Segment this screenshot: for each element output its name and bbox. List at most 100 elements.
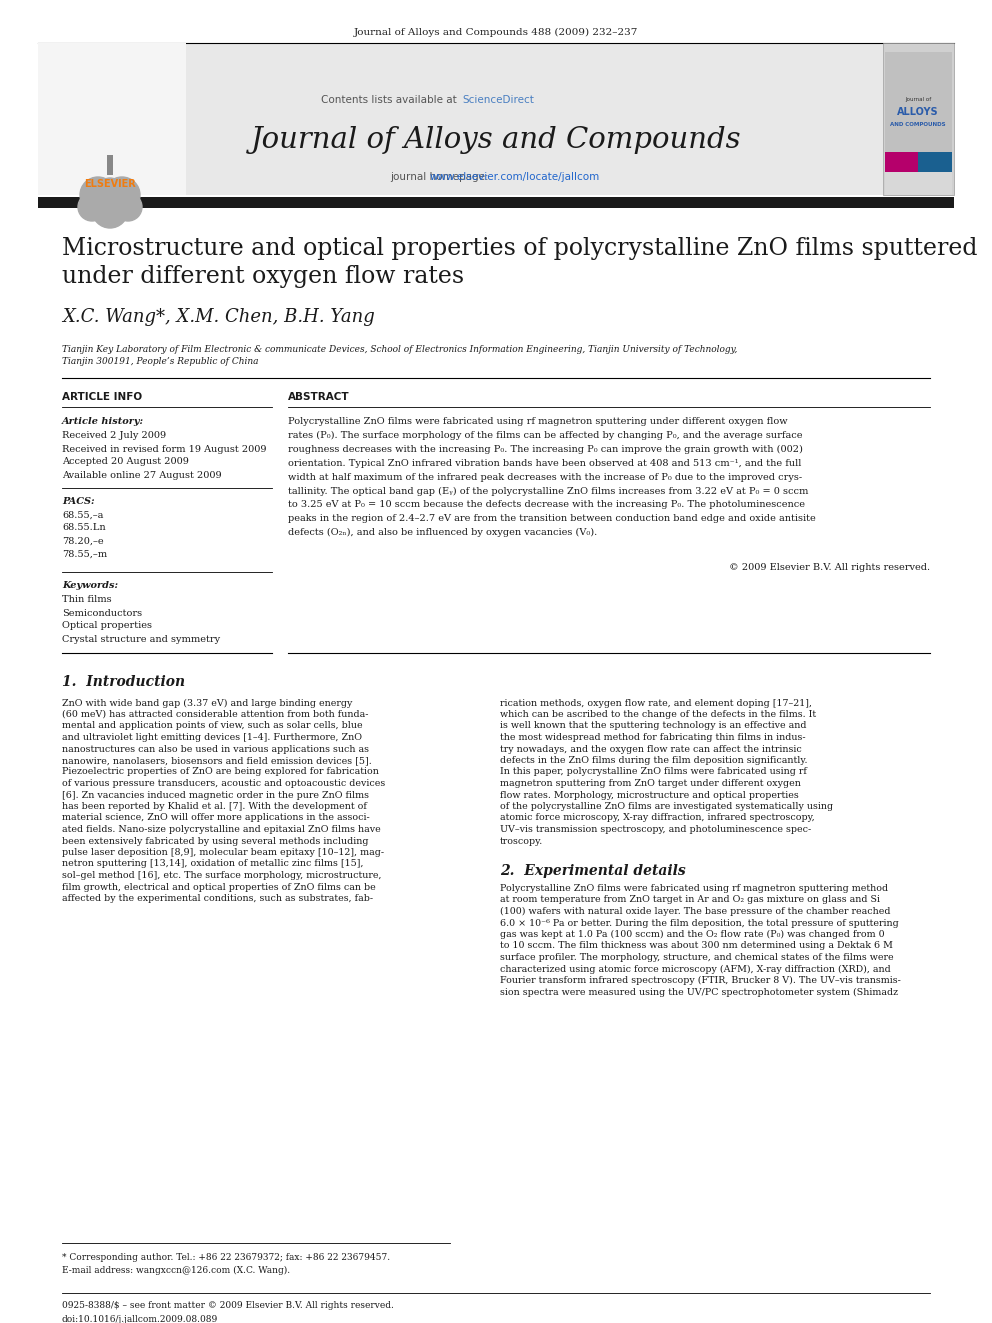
Text: Contents lists available at: Contents lists available at — [321, 95, 460, 105]
Text: to 10 sccm. The film thickness was about 300 nm determined using a Dektak 6 M: to 10 sccm. The film thickness was about… — [500, 942, 893, 950]
Text: journal homepage:: journal homepage: — [390, 172, 492, 183]
Text: ZnO with wide band gap (3.37 eV) and large binding energy: ZnO with wide band gap (3.37 eV) and lar… — [62, 699, 352, 708]
Text: Optical properties: Optical properties — [62, 622, 152, 631]
Text: Article history:: Article history: — [62, 418, 144, 426]
Text: Tianjin 300191, People’s Republic of China: Tianjin 300191, People’s Republic of Chi… — [62, 357, 259, 366]
Bar — [918, 152, 952, 172]
Text: try nowadays, and the oxygen flow rate can affect the intrinsic: try nowadays, and the oxygen flow rate c… — [500, 745, 802, 754]
Text: material science, ZnO will offer more applications in the associ-: material science, ZnO will offer more ap… — [62, 814, 370, 823]
Text: ALLOYS: ALLOYS — [897, 107, 938, 116]
Text: flow rates. Morphology, microstructure and optical properties: flow rates. Morphology, microstructure a… — [500, 791, 799, 799]
Text: width at half maximum of the infrared peak decreases with the increase of P₀ due: width at half maximum of the infrared pe… — [288, 472, 803, 482]
Text: (100) wafers with natural oxide layer. The base pressure of the chamber reached: (100) wafers with natural oxide layer. T… — [500, 908, 891, 916]
Text: PACS:: PACS: — [62, 497, 94, 507]
Text: ELSEVIER: ELSEVIER — [84, 179, 136, 189]
Text: www.elsevier.com/locate/jallcom: www.elsevier.com/locate/jallcom — [430, 172, 600, 183]
Text: Fourier transform infrared spectroscopy (FTIR, Brucker 8 V). The UV–vis transmis: Fourier transform infrared spectroscopy … — [500, 976, 901, 986]
Text: In this paper, polycrystalline ZnO films were fabricated using rf: In this paper, polycrystalline ZnO films… — [500, 767, 806, 777]
Text: troscopy.: troscopy. — [500, 836, 544, 845]
Text: rates (P₀). The surface morphology of the films can be affected by changing P₀, : rates (P₀). The surface morphology of th… — [288, 431, 803, 441]
Text: nanostructures can also be used in various applications such as: nanostructures can also be used in vario… — [62, 745, 369, 754]
Text: 0925-8388/$ – see front matter © 2009 Elsevier B.V. All rights reserved.: 0925-8388/$ – see front matter © 2009 El… — [62, 1302, 394, 1311]
Text: defects in the ZnO films during the film deposition significantly.: defects in the ZnO films during the film… — [500, 755, 807, 765]
Text: 78.55,–m: 78.55,–m — [62, 549, 107, 558]
Text: orientation. Typical ZnO infrared vibration bands have been observed at 408 and : orientation. Typical ZnO infrared vibrat… — [288, 459, 802, 468]
Text: and ultraviolet light emitting devices [1–4]. Furthermore, ZnO: and ultraviolet light emitting devices [… — [62, 733, 362, 742]
Bar — [38, 44, 186, 194]
Bar — [885, 52, 952, 152]
Circle shape — [104, 177, 140, 213]
Text: Received in revised form 19 August 2009: Received in revised form 19 August 2009 — [62, 445, 267, 454]
Circle shape — [92, 192, 128, 228]
Text: has been reported by Khalid et al. [7]. With the development of: has been reported by Khalid et al. [7]. … — [62, 802, 367, 811]
Text: Thin films: Thin films — [62, 595, 112, 605]
Text: ated fields. Nano-size polycrystalline and epitaxial ZnO films have: ated fields. Nano-size polycrystalline a… — [62, 826, 381, 833]
Text: X.C. Wang*, X.M. Chen, B.H. Yang: X.C. Wang*, X.M. Chen, B.H. Yang — [62, 308, 375, 325]
Circle shape — [80, 177, 116, 213]
Circle shape — [78, 193, 106, 221]
Text: Microstructure and optical properties of polycrystalline ZnO films sputtered: Microstructure and optical properties of… — [62, 237, 977, 259]
Text: ScienceDirect: ScienceDirect — [462, 95, 534, 105]
Text: * Corresponding author. Tel.: +86 22 23679372; fax: +86 22 23679457.: * Corresponding author. Tel.: +86 22 236… — [62, 1253, 390, 1262]
Text: (60 meV) has attracted considerable attention from both funda-: (60 meV) has attracted considerable atte… — [62, 710, 368, 718]
Text: ABSTRACT: ABSTRACT — [288, 392, 349, 402]
Text: Journal of: Journal of — [905, 98, 931, 102]
Text: Polycrystalline ZnO films were fabricated using rf magnetron sputtering under di: Polycrystalline ZnO films were fabricate… — [288, 418, 788, 426]
Bar — [885, 172, 952, 194]
Text: doi:10.1016/j.jallcom.2009.08.089: doi:10.1016/j.jallcom.2009.08.089 — [62, 1315, 218, 1323]
Text: been extensively fabricated by using several methods including: been extensively fabricated by using sev… — [62, 836, 368, 845]
Text: Journal of Alloys and Compounds: Journal of Alloys and Compounds — [251, 126, 741, 153]
Text: gas was kept at 1.0 Pa (100 sccm) and the O₂ flow rate (P₀) was changed from 0: gas was kept at 1.0 Pa (100 sccm) and th… — [500, 930, 885, 939]
Text: Journal of Alloys and Compounds 488 (2009) 232–237: Journal of Alloys and Compounds 488 (200… — [354, 28, 638, 37]
Text: sol–gel method [16], etc. The surface morphology, microstructure,: sol–gel method [16], etc. The surface mo… — [62, 871, 382, 880]
Text: to 3.25 eV at P₀ = 10 sccm because the defects decrease with the increasing P₀. : to 3.25 eV at P₀ = 10 sccm because the d… — [288, 500, 805, 509]
Text: which can be ascribed to the change of the defects in the films. It: which can be ascribed to the change of t… — [500, 710, 816, 718]
Bar — [883, 44, 954, 194]
Text: Polycrystalline ZnO films were fabricated using rf magnetron sputtering method: Polycrystalline ZnO films were fabricate… — [500, 884, 888, 893]
Text: nanowire, nanolasers, biosensors and field emission devices [5].: nanowire, nanolasers, biosensors and fie… — [62, 755, 372, 765]
Text: Tianjin Key Laboratory of Film Electronic & communicate Devices, School of Elect: Tianjin Key Laboratory of Film Electroni… — [62, 344, 737, 353]
Text: ARTICLE INFO: ARTICLE INFO — [62, 392, 142, 402]
Text: film growth, electrical and optical properties of ZnO films can be: film growth, electrical and optical prop… — [62, 882, 376, 892]
Text: of various pressure transducers, acoustic and optoacoustic devices: of various pressure transducers, acousti… — [62, 779, 385, 789]
Text: AND COMPOUNDS: AND COMPOUNDS — [890, 122, 945, 127]
Text: the most widespread method for fabricating thin films in indus-: the most widespread method for fabricati… — [500, 733, 806, 742]
Text: © 2009 Elsevier B.V. All rights reserved.: © 2009 Elsevier B.V. All rights reserved… — [729, 562, 930, 572]
Text: tallinity. The optical band gap (Eᵧ) of the polycrystalline ZnO films increases : tallinity. The optical band gap (Eᵧ) of … — [288, 487, 808, 496]
Text: of the polycrystalline ZnO films are investigated systematically using: of the polycrystalline ZnO films are inv… — [500, 802, 833, 811]
Text: 68.55,–a: 68.55,–a — [62, 511, 103, 520]
Text: Accepted 20 August 2009: Accepted 20 August 2009 — [62, 458, 188, 467]
Text: roughness decreases with the increasing P₀. The increasing P₀ can improve the gr: roughness decreases with the increasing … — [288, 445, 803, 454]
Text: peaks in the region of 2.4–2.7 eV are from the transition between conduction ban: peaks in the region of 2.4–2.7 eV are fr… — [288, 515, 815, 523]
Text: pulse laser deposition [8,9], molecular beam epitaxy [10–12], mag-: pulse laser deposition [8,9], molecular … — [62, 848, 384, 857]
Text: 6.0 × 10⁻⁶ Pa or better. During the film deposition, the total pressure of sputt: 6.0 × 10⁻⁶ Pa or better. During the film… — [500, 918, 899, 927]
Text: defects (O₂ₙ), and also be influenced by oxygen vacancies (V₀).: defects (O₂ₙ), and also be influenced by… — [288, 528, 597, 537]
Text: is well known that the sputtering technology is an effective and: is well known that the sputtering techno… — [500, 721, 806, 730]
Text: 68.55.Ln: 68.55.Ln — [62, 524, 105, 532]
Text: rication methods, oxygen flow rate, and element doping [17–21],: rication methods, oxygen flow rate, and … — [500, 699, 812, 708]
Text: Keywords:: Keywords: — [62, 582, 118, 590]
Text: at room temperature from ZnO target in Ar and O₂ gas mixture on glass and Si: at room temperature from ZnO target in A… — [500, 896, 880, 905]
Circle shape — [98, 179, 122, 202]
Text: 2.  Experimental details: 2. Experimental details — [500, 864, 685, 877]
Text: 1.  Introduction: 1. Introduction — [62, 675, 186, 689]
Text: characterized using atomic force microscopy (AFM), X-ray diffraction (XRD), and: characterized using atomic force microsc… — [500, 964, 891, 974]
Circle shape — [114, 193, 142, 221]
Bar — [885, 152, 918, 172]
Bar — [38, 44, 883, 194]
Text: affected by the experimental conditions, such as substrates, fab-: affected by the experimental conditions,… — [62, 894, 373, 904]
Text: sion spectra were measured using the UV/PC spectrophotometer system (Shimadz: sion spectra were measured using the UV/… — [500, 987, 898, 996]
Text: Available online 27 August 2009: Available online 27 August 2009 — [62, 471, 221, 479]
Text: under different oxygen flow rates: under different oxygen flow rates — [62, 265, 464, 287]
Text: Piezoelectric properties of ZnO are being explored for fabrication: Piezoelectric properties of ZnO are bein… — [62, 767, 379, 777]
Text: Received 2 July 2009: Received 2 July 2009 — [62, 431, 166, 441]
Bar — [107, 155, 113, 175]
Text: Crystal structure and symmetry: Crystal structure and symmetry — [62, 635, 220, 643]
Text: netron sputtering [13,14], oxidation of metallic zinc films [15],: netron sputtering [13,14], oxidation of … — [62, 860, 363, 868]
Text: Semiconductors: Semiconductors — [62, 609, 142, 618]
Text: E-mail address: wangxccn@126.com (X.C. Wang).: E-mail address: wangxccn@126.com (X.C. W… — [62, 1265, 290, 1274]
Text: [6]. Zn vacancies induced magnetic order in the pure ZnO films: [6]. Zn vacancies induced magnetic order… — [62, 791, 369, 799]
Text: 78.20,–e: 78.20,–e — [62, 537, 103, 545]
Text: surface profiler. The morphology, structure, and chemical states of the films we: surface profiler. The morphology, struct… — [500, 953, 894, 962]
Text: atomic force microscopy, X-ray diffraction, infrared spectroscopy,: atomic force microscopy, X-ray diffracti… — [500, 814, 814, 823]
